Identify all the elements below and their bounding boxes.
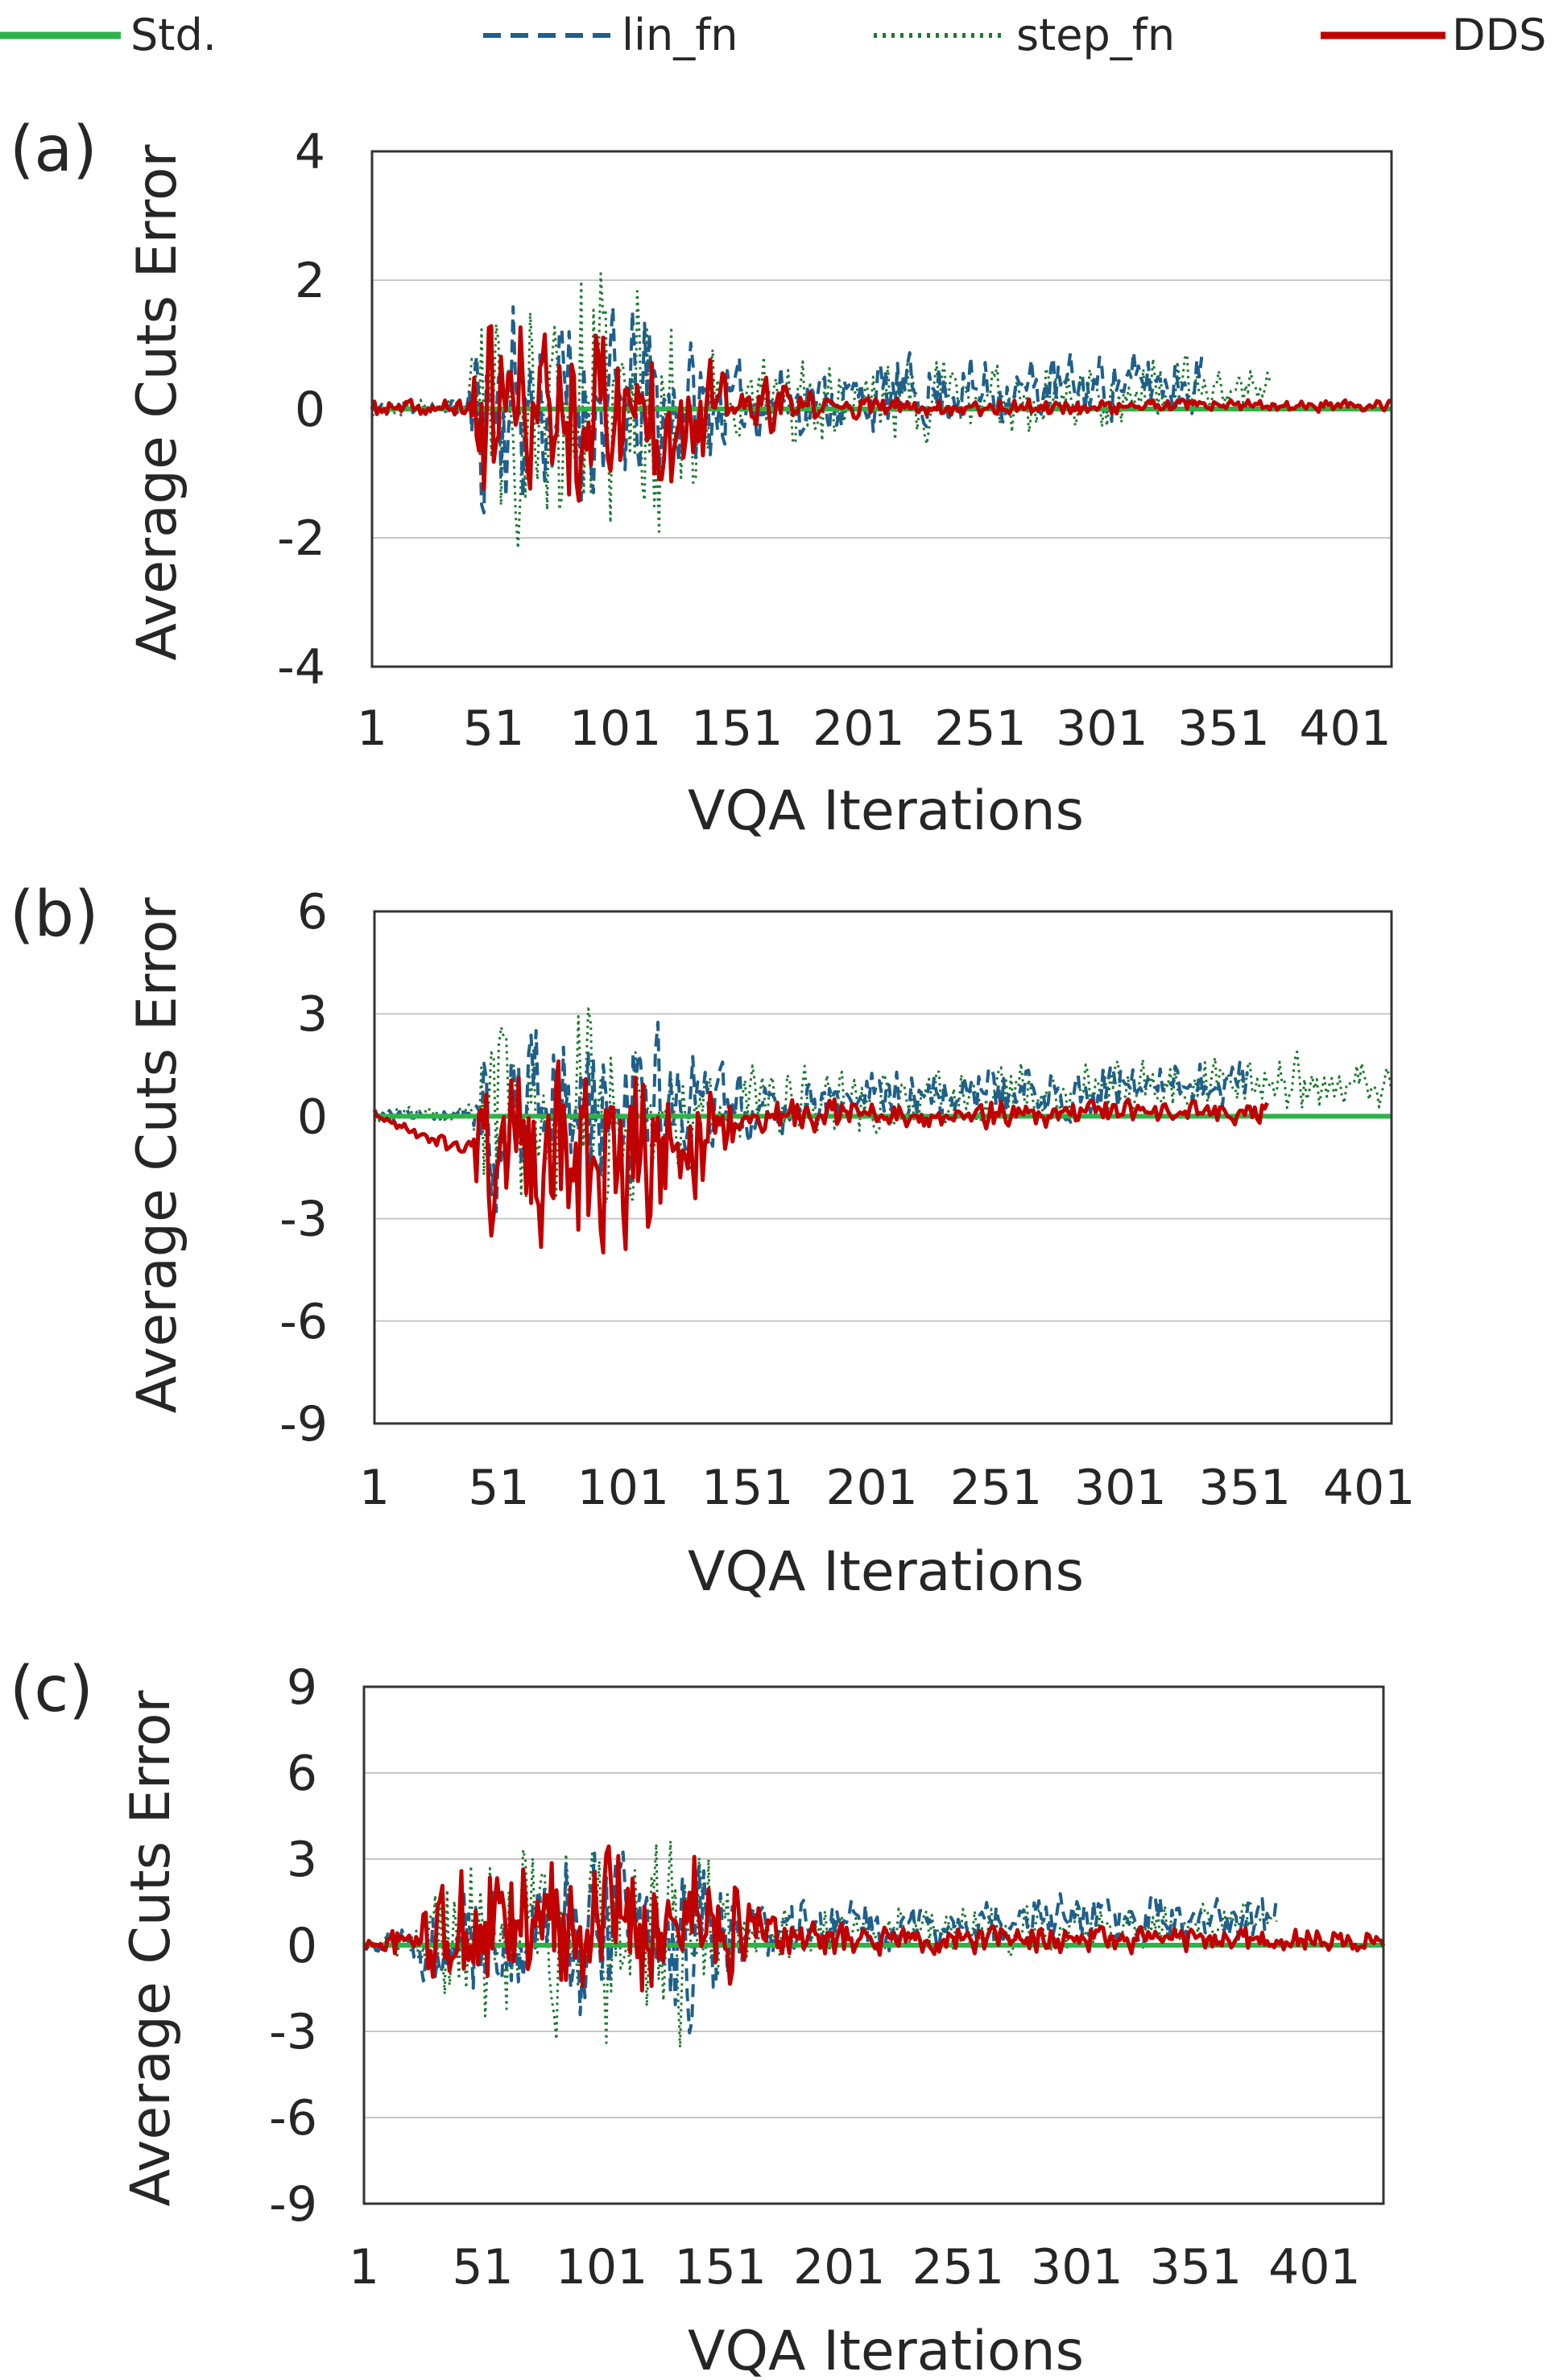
panel-b: (b) Average Cuts Error VQA Iterations 6 3… bbox=[10, 878, 1415, 1604]
x-tick-label: 101 bbox=[556, 2239, 648, 2295]
x-tick-label: 301 bbox=[1031, 2239, 1123, 2295]
y-tick-label: 0 bbox=[295, 382, 325, 438]
x-tick-label: 351 bbox=[1199, 1460, 1292, 1516]
legend-label-lin-fn: lin_fn bbox=[622, 10, 738, 60]
y-tick-label: 6 bbox=[287, 1746, 317, 1802]
panel-a: (a) Average Cuts Error VQA Iterations 4 2… bbox=[10, 114, 1393, 843]
y-tick-label: 6 bbox=[297, 884, 328, 940]
x-tick-label: 51 bbox=[463, 700, 524, 757]
y-tick-label: 9 bbox=[287, 1659, 317, 1716]
x-tick-label: 401 bbox=[1323, 1460, 1416, 1516]
y-tick-label: 4 bbox=[295, 124, 325, 180]
plot-frame-b bbox=[373, 910, 1393, 1425]
x-ticks-c: 1 51 101 151 201 251 301 351 401 bbox=[349, 2239, 1361, 2295]
x-tick-label: 301 bbox=[1056, 700, 1148, 757]
x-tick-label: 151 bbox=[701, 1460, 794, 1516]
series-line-step-fn-b bbox=[373, 1007, 1393, 1205]
series-line-lin-fn-a bbox=[371, 305, 1204, 514]
x-tick-label: 151 bbox=[691, 700, 784, 757]
legend-label-step-fn: step_fn bbox=[1016, 10, 1175, 60]
series-line-dds-c bbox=[362, 1844, 1386, 1993]
plot-frame-c bbox=[362, 1685, 1385, 2205]
plot-area-b bbox=[372, 1007, 1393, 1255]
y-tick-label: 2 bbox=[295, 253, 325, 309]
y-axis-title-a: Average Cuts Error bbox=[126, 145, 189, 661]
x-tick-label: 351 bbox=[1177, 700, 1270, 757]
x-tick-label: 1 bbox=[359, 1460, 390, 1516]
x-tick-label: 201 bbox=[793, 2239, 886, 2295]
y-tick-label: -6 bbox=[269, 2090, 317, 2147]
x-tick-label: 1 bbox=[357, 700, 387, 757]
x-axis-title-b: VQA Iterations bbox=[688, 1540, 1084, 1604]
x-tick-label: 101 bbox=[577, 1460, 670, 1516]
y-tick-label: -3 bbox=[279, 1192, 328, 1248]
x-tick-label: 1 bbox=[349, 2239, 379, 2295]
x-tick-label: 151 bbox=[674, 2239, 767, 2295]
x-axis-title-c: VQA Iterations bbox=[688, 2320, 1084, 2380]
y-tick-label: -6 bbox=[279, 1294, 328, 1350]
series-line-lin-fn-c bbox=[362, 1850, 1279, 2035]
x-tick-label: 51 bbox=[452, 2239, 513, 2295]
legend-item-std: Std. bbox=[0, 10, 217, 60]
x-tick-label: 201 bbox=[813, 700, 905, 757]
x-tick-label: 301 bbox=[1074, 1460, 1167, 1516]
y-ticks-a: 4 2 0 -2 -4 bbox=[277, 124, 325, 696]
plot-area-a bbox=[370, 272, 1392, 550]
panel-label-c: (c) bbox=[10, 1654, 93, 1726]
x-tick-label: 101 bbox=[569, 700, 662, 757]
plot-frame-a bbox=[370, 150, 1393, 668]
x-tick-label: 401 bbox=[1299, 700, 1392, 757]
y-tick-label: 3 bbox=[297, 986, 328, 1043]
y-axis-title-c: Average Cuts Error bbox=[119, 1691, 183, 2207]
legend-label-std: Std. bbox=[130, 10, 217, 60]
legend-item-lin-fn: lin_fn bbox=[483, 10, 738, 60]
y-tick-label: 0 bbox=[297, 1089, 328, 1145]
y-tick-label: -9 bbox=[269, 2176, 317, 2233]
x-tick-label: 401 bbox=[1268, 2239, 1361, 2295]
legend-label-dds: DDS bbox=[1452, 10, 1546, 60]
x-ticks-b: 1 51 101 151 201 251 301 351 401 bbox=[359, 1460, 1416, 1516]
x-tick-label: 351 bbox=[1150, 2239, 1243, 2295]
series-line-dds-a bbox=[370, 324, 1392, 503]
y-tick-label: -3 bbox=[269, 2004, 317, 2060]
y-tick-label: 3 bbox=[287, 1832, 317, 1888]
x-ticks-a: 1 51 101 151 201 251 301 351 401 bbox=[357, 700, 1392, 757]
legend-item-step-fn: step_fn bbox=[874, 10, 1175, 60]
y-tick-label: -2 bbox=[277, 510, 325, 567]
x-tick-label: 251 bbox=[934, 700, 1027, 757]
panel-label-b: (b) bbox=[10, 878, 98, 951]
y-tick-label: 0 bbox=[287, 1918, 317, 1974]
panel-label-a: (a) bbox=[10, 114, 97, 186]
legend: Std. lin_fn step_fn DDS bbox=[0, 10, 1546, 60]
y-ticks-b: 6 3 0 -3 -6 -9 bbox=[279, 884, 328, 1452]
x-tick-label: 51 bbox=[468, 1460, 529, 1516]
legend-item-dds: DDS bbox=[1321, 10, 1546, 60]
y-axis-title-b: Average Cuts Error bbox=[126, 898, 189, 1414]
y-tick-label: -9 bbox=[279, 1396, 328, 1452]
plot-area-c bbox=[362, 1840, 1386, 2049]
y-ticks-c: 9 6 3 0 -3 -6 -9 bbox=[269, 1659, 317, 2233]
x-tick-label: 251 bbox=[950, 1460, 1043, 1516]
series-line-dds-b bbox=[372, 1059, 1269, 1255]
x-tick-label: 201 bbox=[825, 1460, 918, 1516]
x-tick-label: 251 bbox=[912, 2239, 1004, 2295]
x-axis-title-a: VQA Iterations bbox=[688, 779, 1084, 843]
panel-c: (c) Average Cuts Error VQA Iterations 9 6… bbox=[10, 1654, 1386, 2380]
y-tick-label: -4 bbox=[277, 639, 325, 696]
